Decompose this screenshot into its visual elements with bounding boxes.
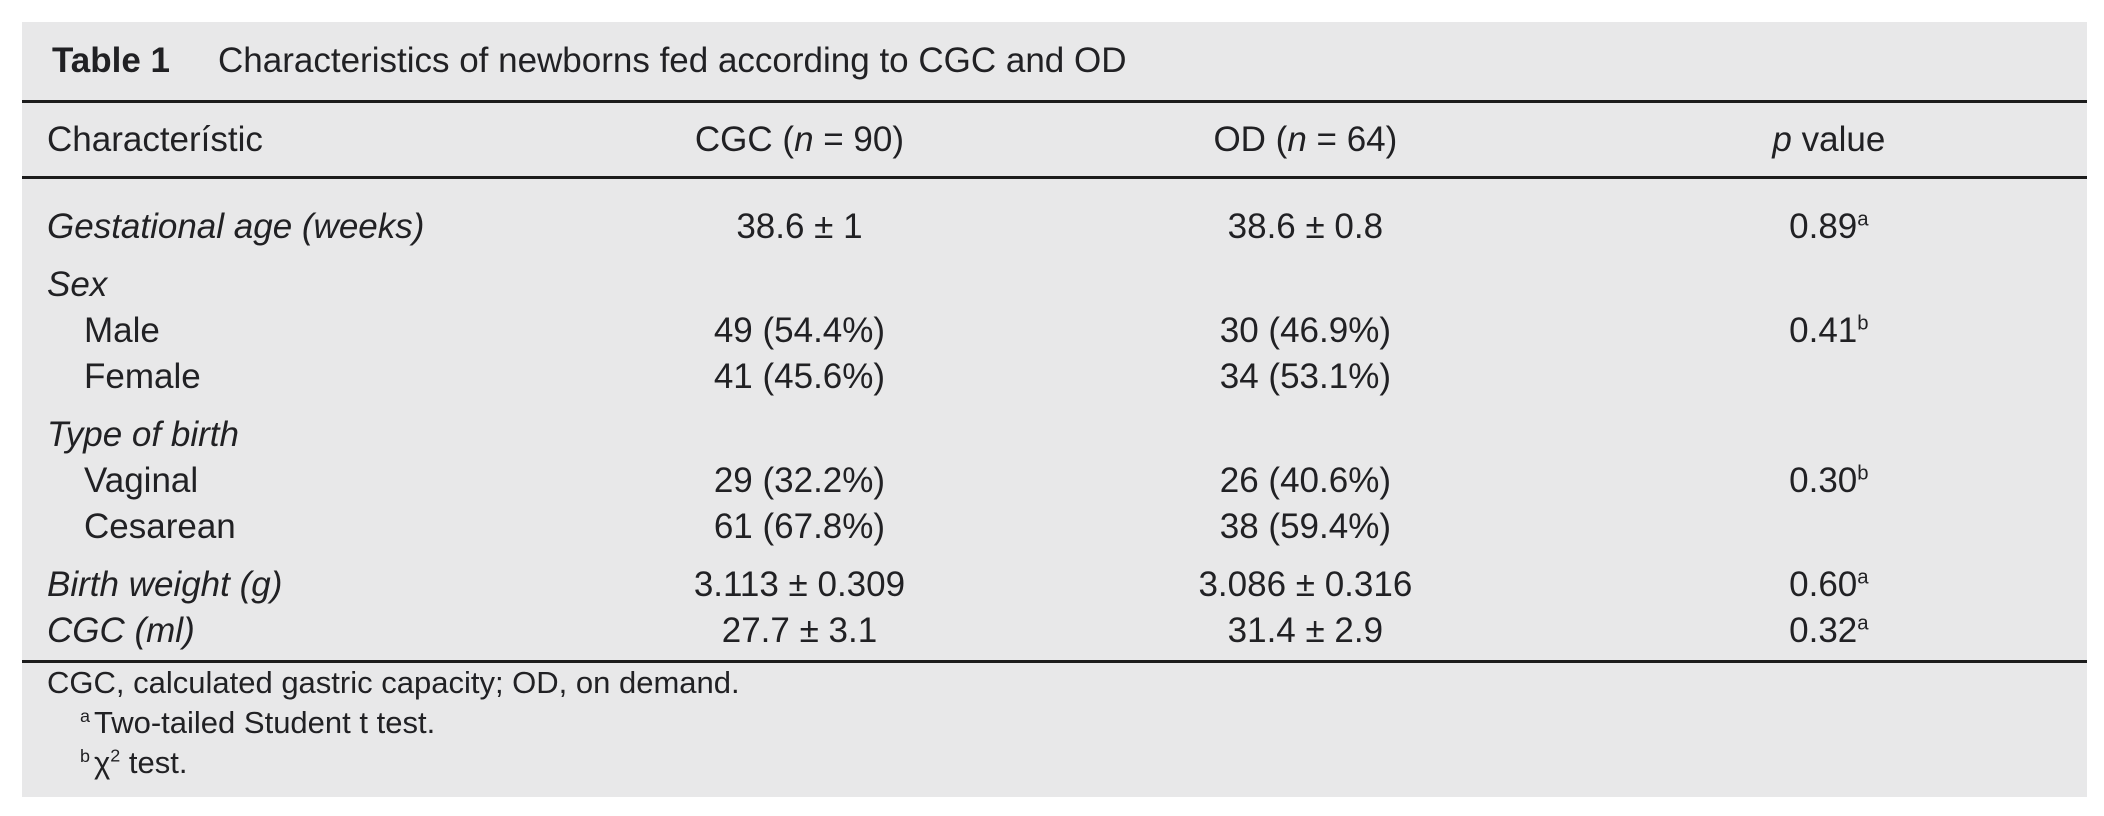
table-caption: Table 1 Characteristics of newborns fed … — [22, 22, 2087, 100]
table-row-birth-weight: Birth weight (g) 3.113 ± 0.309 3.086 ± 0… — [22, 562, 2087, 608]
row-label: Gestational age (weeks) — [47, 207, 425, 246]
p-value — [1571, 262, 2087, 308]
od-value: 38.6 ± 0.8 — [1227, 207, 1384, 246]
p-value — [1571, 504, 2087, 550]
od-value: 34 (53.1%) — [1219, 357, 1391, 396]
footnote-b-marker: b — [80, 745, 90, 766]
row-label: Sex — [47, 265, 108, 304]
table-footnotes: CGC, calculated gastric capacity; OD, on… — [22, 663, 2087, 783]
row-label: Female — [84, 357, 201, 396]
p-value: 0.41b — [1789, 311, 1869, 350]
footnote-marker-sup: b — [1857, 462, 1869, 485]
row-label: Cesarean — [84, 507, 236, 546]
chi-exponent: 2 — [110, 745, 121, 766]
od-value: 26 (40.6%) — [1219, 461, 1391, 500]
od-value: 30 (46.9%) — [1219, 311, 1391, 350]
footnote-a-text: Two-tailed Student t test. — [94, 705, 436, 740]
row-label: CGC (ml) — [47, 611, 195, 650]
od-value: 3.086 ± 0.316 — [1198, 565, 1413, 604]
cgc-value — [559, 262, 1040, 308]
table-row-vaginal: Vaginal 29 (32.2%) 26 (40.6%) 0.30b — [22, 458, 2087, 504]
footnote-a: a Two-tailed Student t test. — [22, 703, 2087, 743]
p-value: 0.60a — [1789, 565, 1869, 604]
table-row-female: Female 41 (45.6%) 34 (53.1%) — [22, 354, 2087, 400]
table-row-gestational-age: Gestational age (weeks) 38.6 ± 1 38.6 ± … — [22, 204, 2087, 250]
rule-above-footnotes — [22, 660, 2087, 663]
cgc-value: 49 (54.4%) — [713, 311, 886, 350]
row-label: Male — [84, 311, 160, 350]
rule-below-caption — [22, 100, 2087, 103]
italic-p: p — [1772, 119, 1792, 159]
footnote-marker-sup: a — [1857, 566, 1869, 589]
cgc-value: 3.113 ± 0.309 — [693, 565, 906, 604]
table-row-male: Male 49 (54.4%) 30 (46.9%) 0.41b — [22, 308, 2087, 354]
footnote-abbreviations: CGC, calculated gastric capacity; OD, on… — [47, 665, 740, 700]
table-row-type-of-birth: Type of birth — [22, 412, 2087, 458]
col-header-cgc: CGC (n = 90) — [694, 119, 905, 159]
footnote-marker-sup: a — [1857, 208, 1869, 231]
table-row-cgc-ml: CGC (ml) 27.7 ± 3.1 31.4 ± 2.9 0.32a — [22, 608, 2087, 654]
od-value: 38 (59.4%) — [1219, 507, 1391, 546]
footnote-a-marker: a — [80, 705, 90, 726]
cgc-value: 38.6 ± 1 — [736, 207, 863, 246]
cgc-value: 61 (67.8%) — [713, 507, 886, 546]
p-value: 0.32a — [1789, 611, 1869, 650]
p-value — [1571, 412, 2087, 458]
header-row: Characterístic CGC (n = 90) OD (n = 64) … — [22, 103, 2087, 176]
p-value: 0.30b — [1789, 461, 1869, 500]
col-header-od: OD (n = 64) — [1213, 119, 1398, 159]
p-value — [1571, 354, 2087, 400]
od-value: 31.4 ± 2.9 — [1227, 611, 1384, 650]
rule-below-header — [22, 176, 2087, 179]
p-value: 0.89a — [1789, 207, 1869, 246]
footnote-b-text: test. — [120, 745, 188, 780]
chi-symbol: χ — [94, 745, 111, 780]
italic-n: n — [1287, 119, 1307, 159]
cgc-value: 41 (45.6%) — [713, 357, 886, 396]
cgc-value — [559, 412, 1040, 458]
table-row-sex: Sex — [22, 262, 2087, 308]
footnote-marker-sup: a — [1857, 612, 1869, 635]
table-title: Characteristics of newborns fed accordin… — [218, 41, 1127, 80]
footnote-b: b χ2 test. — [22, 743, 2087, 783]
od-value — [1040, 262, 1571, 308]
table-row-cesarean: Cesarean 61 (67.8%) 38 (59.4%) — [22, 504, 2087, 550]
cgc-value: 29 (32.2%) — [713, 461, 886, 500]
table-panel: Table 1 Characteristics of newborns fed … — [22, 22, 2087, 797]
od-value — [1040, 412, 1571, 458]
italic-n: n — [794, 119, 814, 159]
row-label: Vaginal — [84, 461, 199, 500]
footnote-marker-sup: b — [1857, 312, 1869, 335]
table-body: Gestational age (weeks) 38.6 ± 1 38.6 ± … — [22, 179, 2087, 654]
table-number: Table 1 — [52, 41, 171, 80]
row-label: Birth weight (g) — [47, 565, 283, 604]
col-header-characteristic: Characterístic — [47, 119, 263, 159]
row-label: Type of birth — [47, 415, 239, 454]
cgc-value: 27.7 ± 3.1 — [721, 611, 878, 650]
col-header-pvalue: p value — [1772, 119, 1886, 159]
